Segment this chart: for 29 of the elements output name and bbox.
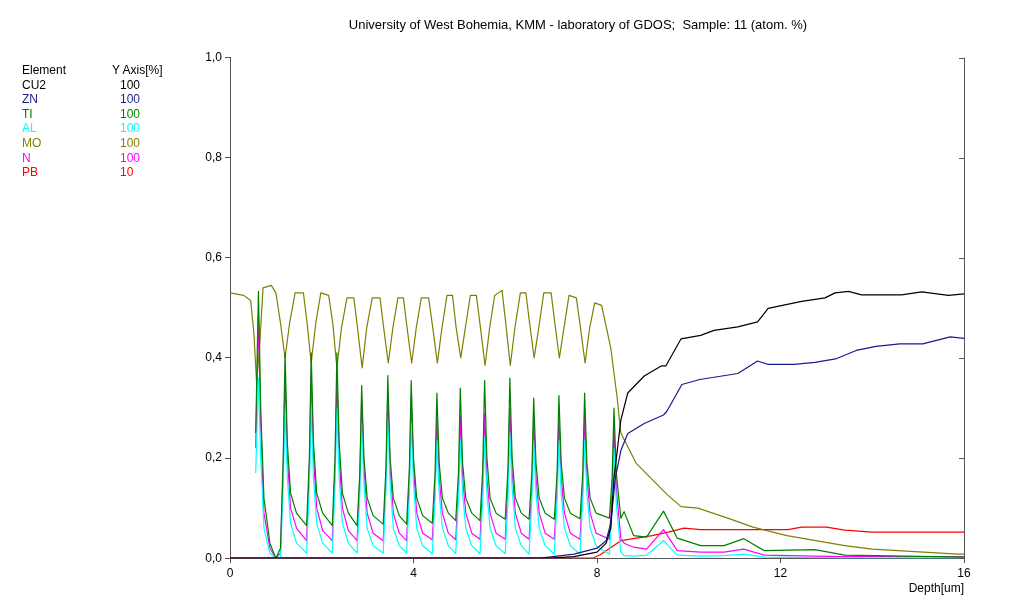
y-tick-label: 1,0 xyxy=(205,49,223,64)
text: 100 xyxy=(119,77,142,93)
text: 100 xyxy=(119,150,142,166)
text: Y Axis[%] xyxy=(111,63,163,78)
x-tick-label: 16 xyxy=(957,565,971,580)
x-tick-label: 0 xyxy=(226,565,234,580)
chart-title: University of West Bohemia, KMM - laboratory of GDOS; Sample: 11 (atom. %) xyxy=(348,17,808,33)
y-tick-label: 0,8 xyxy=(205,150,223,165)
text: 100 xyxy=(119,106,142,122)
y-tick-label: 0,4 xyxy=(205,350,223,365)
text: N xyxy=(22,150,32,166)
text: 100 xyxy=(119,92,142,107)
text: CU2 xyxy=(22,77,47,93)
text: ZN xyxy=(22,92,39,107)
x-tick-label: 4 xyxy=(410,565,418,580)
text: PB xyxy=(22,165,39,180)
y-tick-label: 0,2 xyxy=(205,450,223,465)
text: 10 xyxy=(119,165,135,180)
legend-title: Element xyxy=(22,63,68,78)
x-tick-label: 8 xyxy=(593,565,601,580)
x-tick-label: 12 xyxy=(773,565,788,580)
y-tick-label: 0,0 xyxy=(205,550,223,565)
text: 100 xyxy=(119,135,142,151)
text: AL xyxy=(22,121,38,136)
text: TI xyxy=(22,106,34,122)
text: MO xyxy=(22,135,43,151)
y-tick-label: 0,6 xyxy=(205,250,223,265)
text: 100 xyxy=(119,121,142,136)
x-axis-title: Depth[um] xyxy=(908,581,964,596)
